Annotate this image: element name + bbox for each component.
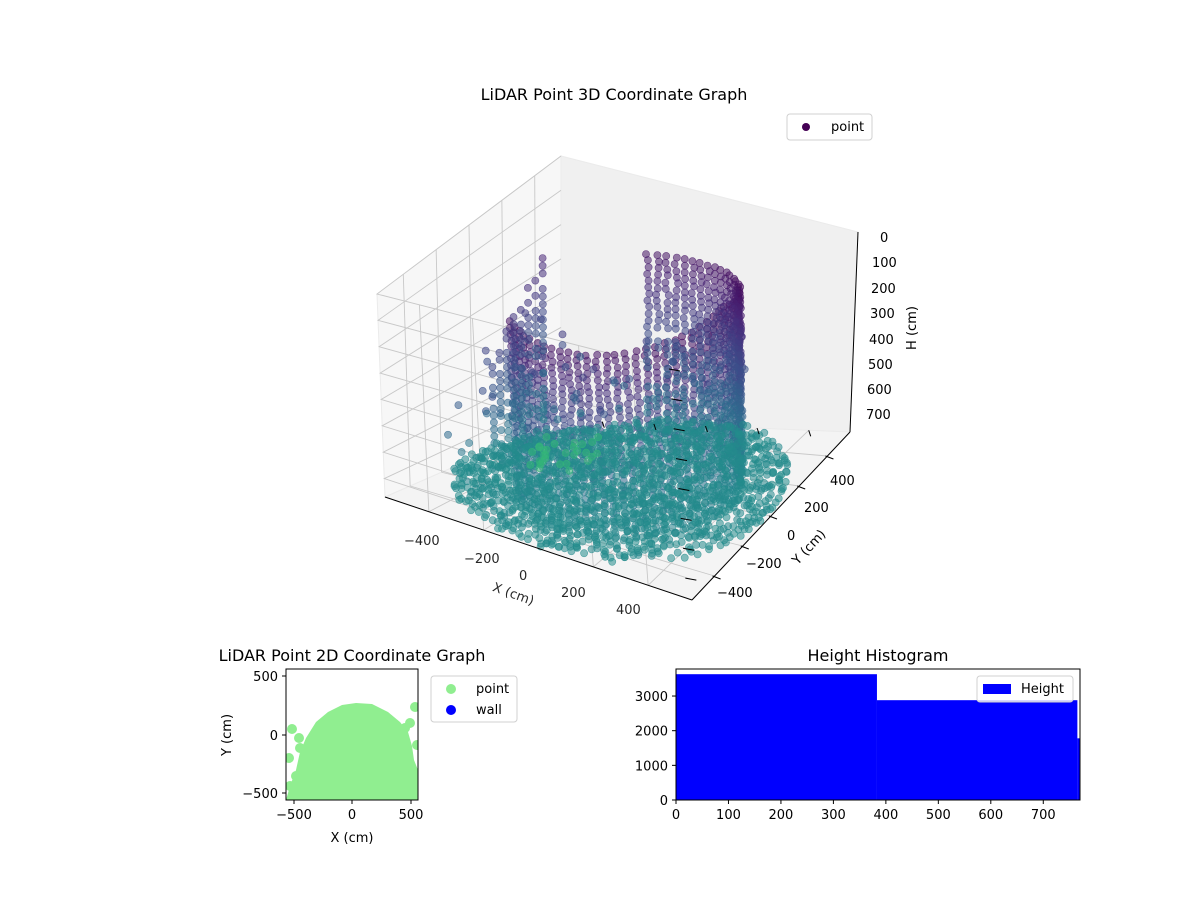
svg-text:100: 100 (716, 808, 741, 823)
svg-text:0: 0 (672, 808, 680, 823)
svg-text:400: 400 (616, 603, 641, 618)
z-tick-labels: 0 100 200 300 400 500 600 700 (866, 231, 897, 423)
svg-text:200: 200 (871, 282, 896, 297)
legend-point-marker (802, 123, 810, 131)
svg-text:3000: 3000 (635, 690, 668, 705)
legend-label-wall: wall (476, 703, 502, 718)
legend-label-height: Height (1021, 682, 1064, 697)
histogram-bar (876, 700, 1078, 800)
histogram-axes-frame (675, 668, 1081, 801)
2d-ticks (282, 675, 412, 804)
scatter-3d-chart: LiDAR Point 3D Coordinate Graph 0 100 20… (375, 85, 920, 618)
svg-text:500: 500 (399, 808, 424, 823)
2d-point-cloud (286, 702, 418, 800)
chart-title-3d: LiDAR Point 3D Coordinate Graph (481, 85, 748, 104)
chart-title-histogram: Height Histogram (808, 646, 949, 665)
2d-x-axis-label: X (cm) (331, 831, 374, 846)
svg-text:700: 700 (866, 408, 891, 423)
svg-text:0: 0 (348, 808, 356, 823)
svg-text:600: 600 (867, 383, 892, 398)
legend-3d: point (786, 113, 873, 141)
svg-text:−200: −200 (464, 552, 500, 567)
chart-title-2d: LiDAR Point 2D Coordinate Graph (219, 646, 486, 665)
svg-text:0: 0 (519, 569, 527, 584)
y-axis-line (691, 431, 851, 601)
svg-text:2000: 2000 (635, 725, 668, 740)
2d-x-tick-labels: −500 0 500 (276, 808, 423, 823)
x-axis-label: X (cm) (490, 580, 536, 609)
svg-text:200: 200 (561, 586, 586, 601)
height-histogram-chart: Height Histogram 0 100 200 300 400 500 600 7000… (635, 646, 1081, 823)
svg-text:100: 100 (872, 256, 897, 271)
svg-text:600: 600 (978, 808, 1003, 823)
svg-text:−400: −400 (404, 534, 440, 549)
svg-text:−500: −500 (242, 787, 278, 802)
legend-label-point: point (476, 682, 509, 697)
svg-text:500: 500 (253, 670, 278, 685)
svg-text:0: 0 (270, 729, 278, 744)
svg-text:200: 200 (769, 808, 794, 823)
svg-text:500: 500 (868, 358, 893, 373)
svg-text:0: 0 (787, 529, 795, 544)
histogram-bars (676, 674, 1080, 800)
y-tick-labels: 400 200 0 −200 −400 (717, 474, 855, 601)
legend-point-marker (446, 684, 456, 694)
svg-text:−400: −400 (717, 586, 753, 601)
histogram-tick-labels: 0 100 200 300 400 500 600 700 0 1000 2000 3000 (635, 690, 1056, 823)
2d-y-axis-label: Y (cm) (220, 714, 235, 757)
svg-text:1000: 1000 (635, 759, 668, 774)
legend-label-point: point (831, 120, 864, 135)
scatter-2d-chart: LiDAR Point 2D Coordinate Graph 500 0 −5… (219, 646, 518, 846)
svg-text:300: 300 (870, 307, 895, 322)
svg-text:500: 500 (926, 808, 951, 823)
legend-histogram: Height (976, 675, 1074, 703)
z-axis-label: H (cm) (905, 306, 920, 350)
z-axis-line (849, 231, 859, 433)
svg-text:700: 700 (1031, 808, 1056, 823)
x-tick-labels: −400 −200 0 200 400 (404, 534, 641, 618)
svg-text:400: 400 (869, 333, 894, 348)
svg-text:400: 400 (873, 808, 898, 823)
svg-text:0: 0 (660, 794, 668, 809)
x-axis-line (384, 496, 693, 601)
svg-text:0: 0 (880, 231, 888, 246)
svg-text:400: 400 (830, 474, 855, 489)
legend-2d: point wall (430, 675, 518, 723)
svg-text:−500: −500 (276, 808, 312, 823)
3d-tick-marks (601, 368, 834, 581)
legend-wall-marker (446, 705, 456, 715)
histogram-bar (1077, 738, 1080, 800)
legend-height-swatch (983, 684, 1011, 694)
histogram-bar (676, 674, 877, 800)
svg-text:200: 200 (804, 501, 829, 516)
svg-text:−200: −200 (746, 557, 782, 572)
histogram-ticks (672, 695, 1044, 804)
svg-text:300: 300 (821, 808, 846, 823)
2d-y-tick-labels: 500 0 −500 (242, 670, 278, 802)
3d-axes (384, 231, 859, 601)
